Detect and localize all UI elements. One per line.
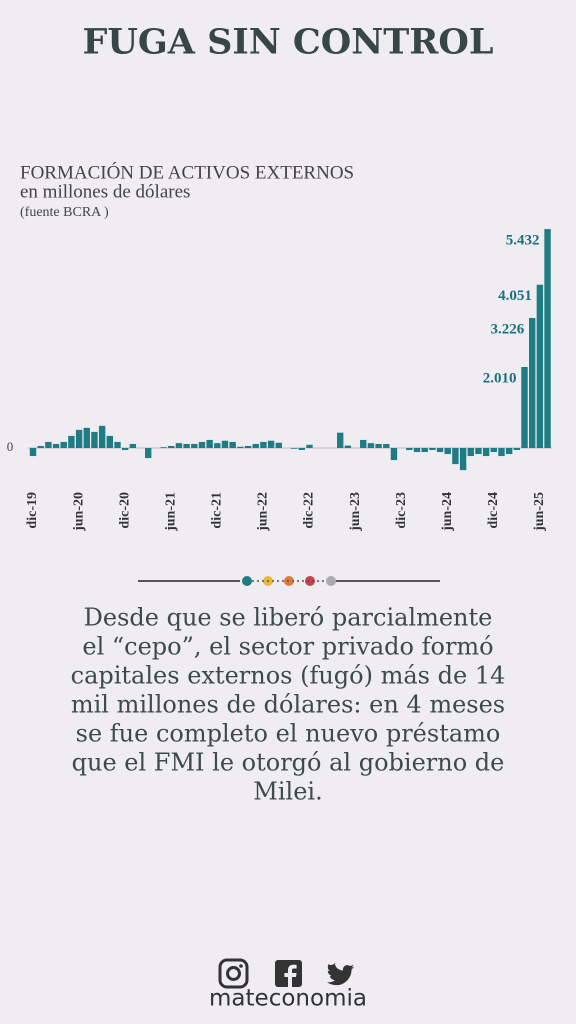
chart-source: (fuente BCRA ) [20, 205, 109, 220]
bar [290, 447, 298, 449]
divider [138, 576, 440, 586]
body-text: Milei. [253, 778, 322, 806]
body-text: el “cepo”, el sector privado formó [82, 633, 493, 661]
bar [383, 443, 390, 448]
bar [544, 229, 551, 448]
chart-title: FORMACIÓN DE ACTIVOS EXTERNOS [20, 161, 354, 183]
bar [106, 435, 113, 448]
bar [467, 447, 474, 457]
bar [482, 447, 490, 457]
y-tick-label: 0 [7, 439, 14, 454]
brand: mateconomia [209, 986, 367, 1012]
bar [175, 443, 183, 448]
x-tick-label: jun-22 [256, 492, 271, 532]
body-text: Desde que se liberó parcialmente [84, 604, 493, 632]
x-tick-label: dic-21 [210, 492, 225, 529]
bar [505, 447, 513, 455]
x-tick-label: jun-20 [71, 492, 86, 532]
chart-subtitle: en millones de dólares [20, 181, 190, 202]
page-title: FUGA SIN CONTROL [83, 22, 494, 63]
body-text: que el FMI le otorgó al gobierno de [72, 749, 505, 777]
bar [298, 447, 305, 451]
body-text: capitales externos (fugó) más de 14 [71, 662, 506, 690]
bar [244, 445, 252, 448]
bar [98, 425, 106, 448]
bar [390, 447, 398, 461]
bar [429, 447, 436, 451]
bar [513, 447, 521, 451]
bar [267, 440, 275, 448]
bar [306, 444, 313, 448]
x-tick-label: jun-23 [348, 492, 363, 532]
bar [52, 443, 60, 448]
bar [183, 443, 190, 448]
bar [75, 429, 83, 448]
bar [260, 441, 267, 448]
bar [45, 441, 52, 448]
x-tick-label: jun-21 [163, 492, 178, 532]
bar [529, 317, 536, 448]
bar [252, 443, 259, 448]
bar [444, 447, 451, 455]
bar [83, 427, 90, 448]
bar [160, 447, 167, 448]
bar [490, 447, 497, 453]
bar [475, 447, 482, 455]
bar [275, 442, 282, 448]
bar [521, 366, 528, 448]
bar [436, 447, 444, 453]
bar [536, 284, 544, 448]
bar [344, 445, 352, 448]
bar [114, 441, 121, 448]
bar [121, 447, 129, 451]
bar [406, 447, 413, 451]
bar [413, 447, 421, 453]
bar [168, 445, 175, 448]
bar [68, 435, 75, 448]
bar [360, 439, 367, 448]
x-tick-label: jun-25 [532, 492, 547, 532]
bar [459, 447, 467, 471]
value-label: 4.051 [498, 288, 532, 304]
bar [498, 447, 505, 457]
bar [191, 443, 198, 448]
x-tick-label: dic-22 [302, 492, 317, 529]
x-tick-label: dic-24 [486, 492, 501, 529]
x-tick-label: dic-19 [25, 492, 40, 529]
value-label: 5.432 [506, 233, 540, 249]
bar [37, 445, 44, 448]
value-label: 3.226 [490, 321, 524, 337]
bar [91, 431, 98, 448]
bar [421, 447, 428, 453]
bar [198, 441, 206, 448]
bar [337, 432, 344, 448]
bar [221, 440, 229, 448]
value-label: 2.010 [483, 370, 517, 386]
bar [452, 447, 459, 465]
social-icons [218, 958, 355, 989]
bar [29, 447, 37, 457]
bar [375, 443, 382, 448]
bar [237, 446, 244, 448]
bar [367, 443, 375, 448]
body-text: mil millones de dólares: en 4 meses [71, 691, 505, 719]
x-tick-label: dic-20 [117, 492, 132, 529]
bar [206, 439, 213, 448]
bar [229, 441, 236, 448]
x-tick-label: dic-23 [394, 492, 409, 529]
bar [145, 447, 152, 459]
body-text: se fue completo el nuevo préstamo [76, 720, 501, 748]
x-tick-label: jun-24 [440, 492, 455, 532]
bar [214, 443, 221, 448]
bar [60, 441, 67, 448]
bar [129, 443, 137, 448]
